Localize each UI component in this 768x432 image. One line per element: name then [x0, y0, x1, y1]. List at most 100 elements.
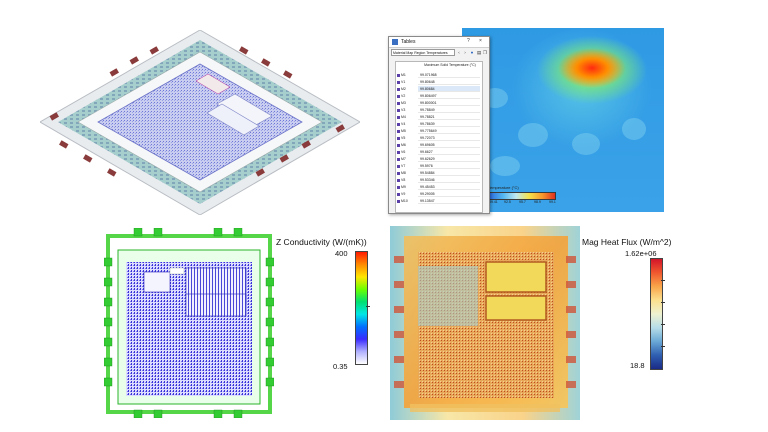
table-cell[interactable]: 99.54884 — [418, 170, 480, 176]
z-conductivity-color-bar — [355, 251, 368, 365]
row-label-text: M6 — [401, 143, 406, 147]
color-bar-tick — [661, 302, 665, 303]
color-bar-tick — [366, 306, 370, 307]
temperature-map — [462, 28, 664, 212]
temperature-legend-tick: 99.1 — [549, 200, 556, 204]
table-cell[interactable]: 99.69605 — [418, 142, 480, 148]
table-row-label[interactable]: M9 — [397, 184, 417, 190]
table-cell[interactable]: 99.800001 — [418, 100, 480, 106]
export-icon[interactable]: ▤ — [476, 50, 482, 55]
thermal-blob — [572, 133, 600, 155]
tables-toolbar: Material Map Region Temperatures ‹ › ● ▤… — [389, 48, 489, 58]
layer-icon — [397, 171, 400, 175]
layer-icon — [397, 199, 400, 203]
layer-icon — [397, 136, 400, 140]
info-icon[interactable]: ● — [470, 50, 474, 55]
temperature-table: Maximum Solid Temperature (°C) M1 99.0719… — [395, 61, 483, 213]
thermal-blob — [490, 156, 520, 176]
table-row-label[interactable]: V4 — [397, 121, 417, 127]
layer-icon — [397, 164, 400, 168]
table-cell[interactable]: 99.071968 — [418, 72, 480, 78]
heat-flux-title: Mag Heat Flux (W/m^2) — [582, 237, 672, 247]
table-cell[interactable]: 99.78639 — [418, 121, 480, 127]
table-row-label[interactable]: V2 — [397, 93, 417, 99]
heat-flux-color-bar — [650, 258, 663, 370]
table-row-label[interactable]: M3 — [397, 100, 417, 106]
table-row-label[interactable]: V7 — [397, 163, 417, 169]
copy-icon[interactable]: ❐ — [482, 50, 488, 55]
tables-titlebar[interactable]: Tables ? × — [389, 37, 489, 48]
layer-icon — [397, 157, 400, 161]
table-cell[interactable]: 99.6627 — [418, 149, 480, 155]
table-cell[interactable]: 99.45453 — [418, 184, 480, 190]
previous-icon[interactable]: ‹ — [458, 50, 460, 55]
row-label-text: M7 — [401, 157, 406, 161]
layer-icon — [397, 108, 400, 112]
temperature-legend-tick: 92.5 — [504, 200, 511, 204]
layer-icon — [397, 150, 400, 154]
table-row-label[interactable]: M4 — [397, 114, 417, 120]
table-row-label[interactable]: M6 — [397, 142, 417, 148]
table-row-label[interactable]: M2 — [397, 86, 417, 92]
table-selector-dropdown[interactable]: Material Map Region Temperatures — [391, 49, 455, 56]
table-cell[interactable]: 99.5976 — [418, 163, 480, 169]
z-conductivity-map — [104, 228, 274, 418]
table-cell[interactable]: 99.72073 — [418, 135, 480, 141]
row-label-text: M5 — [401, 129, 406, 133]
thermal-blob — [518, 123, 548, 147]
table-row-label[interactable]: M5 — [397, 128, 417, 134]
row-label-text: V8 — [401, 178, 406, 182]
table-row-label[interactable]: V3 — [397, 107, 417, 113]
table-cell[interactable]: 99.62629 — [418, 156, 480, 162]
thermal-blob — [622, 118, 646, 140]
table-column-header: Maximum Solid Temperature (°C) — [424, 63, 476, 67]
z-conductivity-max-label: 400 — [335, 249, 348, 258]
layer-icon — [397, 87, 400, 91]
z-conductivity-title: Z Conductivity (W/(mK)) — [276, 237, 367, 247]
help-icon[interactable]: ? — [467, 38, 470, 44]
temperature-legend-title: Temperature (°C) — [488, 185, 519, 190]
table-row-label[interactable]: V8 — [397, 177, 417, 183]
temperature-legend-tick: 98.9 — [534, 200, 541, 204]
row-label-text: M3 — [401, 101, 406, 105]
layer-icon — [397, 143, 400, 147]
color-bar-tick — [661, 346, 665, 347]
table-row-label[interactable]: V1 — [397, 79, 417, 85]
table-row-label[interactable]: V5 — [397, 135, 417, 141]
layer-icon — [397, 192, 400, 196]
table-cell[interactable]: 99.80648 — [418, 79, 480, 85]
layer-icon — [397, 80, 400, 84]
z-conductivity-min-label: 0.35 — [333, 362, 348, 371]
layer-icon — [397, 122, 400, 126]
table-cell[interactable]: 99.53346 — [418, 177, 480, 183]
table-cell[interactable]: 99.806497 — [418, 93, 480, 99]
row-label-text: M4 — [401, 115, 406, 119]
color-bar-tick — [661, 280, 665, 281]
table-row-label[interactable]: M10 — [397, 198, 417, 204]
isometric-chip-render — [40, 30, 360, 215]
row-label-text: M8 — [401, 171, 406, 175]
row-label-text: V9 — [401, 192, 406, 196]
table-cell[interactable]: 99.78821 — [418, 114, 480, 120]
table-cell[interactable]: 99.775649 — [418, 128, 480, 134]
table-row-label[interactable]: V6 — [397, 149, 417, 155]
row-label-text: M2 — [401, 87, 406, 91]
table-row-label[interactable]: V9 — [397, 191, 417, 197]
table-row-label[interactable]: M1 — [397, 72, 417, 78]
layer-icon — [397, 101, 400, 105]
tables-title: Tables — [401, 39, 416, 45]
tables-window[interactable]: Tables ? × Material Map Region Temperatu… — [388, 36, 490, 214]
row-label-text: V3 — [401, 108, 406, 112]
table-row-label[interactable]: M7 — [397, 156, 417, 162]
row-label-text: M9 — [401, 185, 406, 189]
table-cell[interactable]: 99.29005 — [418, 191, 480, 197]
row-label-text: V6 — [401, 150, 406, 154]
table-cell[interactable]: 99.13547 — [418, 198, 480, 204]
table-cell[interactable]: 99.78849 — [418, 107, 480, 113]
layer-icon — [397, 185, 400, 189]
table-row-label[interactable]: M8 — [397, 170, 417, 176]
table-cell[interactable]: 99.80684 — [418, 86, 480, 92]
layer-icon — [397, 115, 400, 119]
next-icon[interactable]: › — [464, 50, 466, 55]
close-icon[interactable]: × — [479, 38, 482, 44]
